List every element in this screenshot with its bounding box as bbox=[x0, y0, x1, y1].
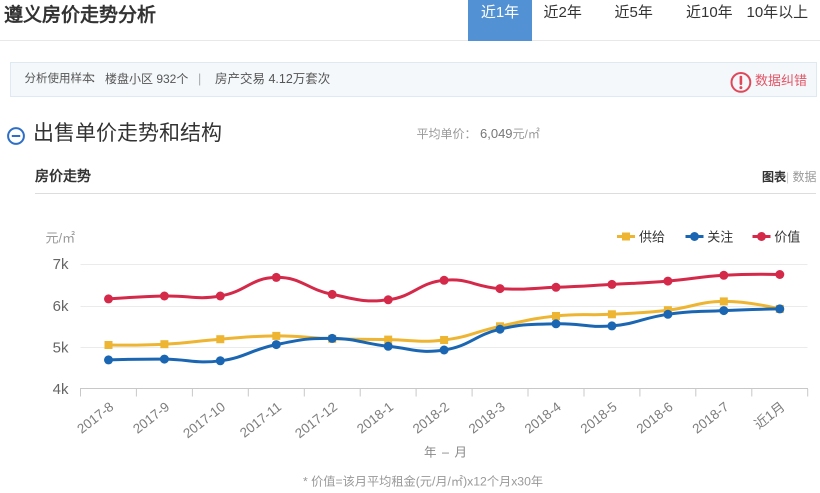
svg-text:7k: 7k bbox=[53, 256, 69, 273]
svg-text:2017-11: 2017-11 bbox=[237, 399, 284, 440]
svg-text:2018-5: 2018-5 bbox=[578, 399, 620, 436]
svg-text:2018-1: 2018-1 bbox=[354, 399, 396, 436]
svg-text:4k: 4k bbox=[53, 381, 69, 398]
svg-text:2018-7: 2018-7 bbox=[690, 399, 732, 436]
svg-text:2017-10: 2017-10 bbox=[180, 399, 228, 441]
svg-text:2017-12: 2017-12 bbox=[292, 399, 340, 441]
svg-text:2017-9: 2017-9 bbox=[130, 399, 172, 436]
svg-text:5k: 5k bbox=[53, 340, 69, 357]
svg-text:价值: 价值 bbox=[774, 229, 800, 244]
svg-text:2017-8: 2017-8 bbox=[74, 399, 116, 436]
svg-text:元/㎡: 元/㎡ bbox=[46, 231, 76, 246]
svg-text:2018-6: 2018-6 bbox=[634, 399, 676, 436]
svg-text:2018-2: 2018-2 bbox=[410, 399, 452, 436]
svg-text:近1月: 近1月 bbox=[751, 399, 787, 432]
svg-text:2018-3: 2018-3 bbox=[466, 399, 508, 436]
svg-text:供给: 供给 bbox=[639, 229, 665, 244]
svg-text:年 – 月: 年 – 月 bbox=[424, 446, 468, 460]
svg-text:关注: 关注 bbox=[707, 229, 733, 244]
svg-text:6k: 6k bbox=[53, 298, 69, 315]
svg-text:2018-4: 2018-4 bbox=[522, 399, 565, 437]
svg-text:* 价值=该月平均租金(元/月/㎡)x12个月x30年: * 价值=该月平均租金(元/月/㎡)x12个月x30年 bbox=[303, 474, 543, 489]
